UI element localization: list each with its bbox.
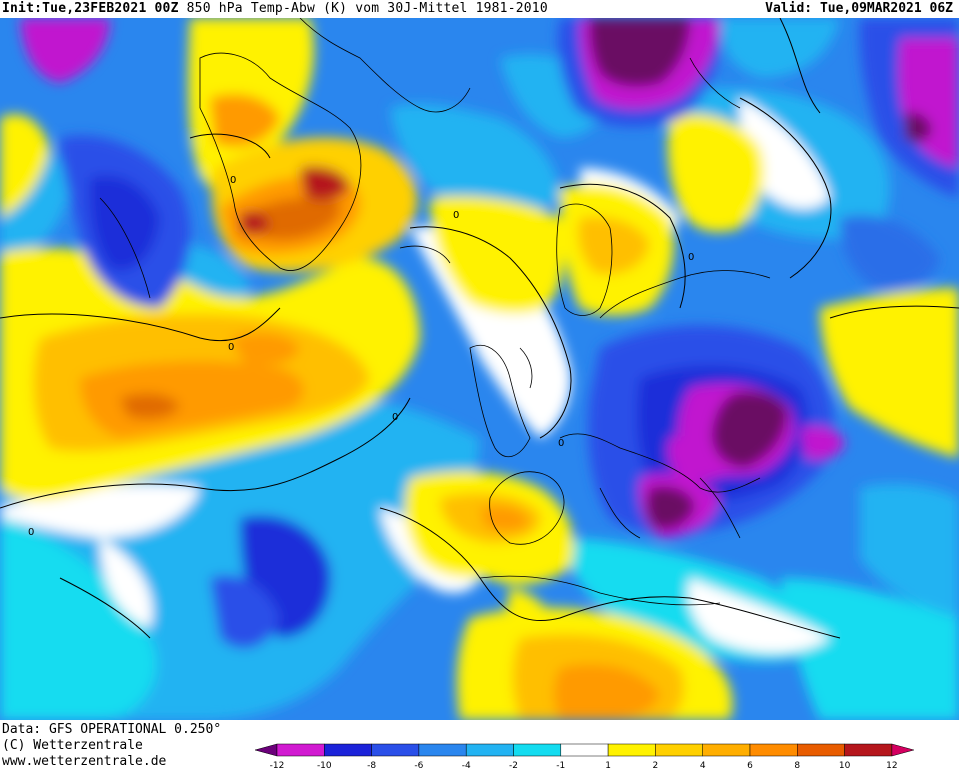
legend-tick-label: 8 <box>794 761 800 771</box>
init-label: Init: <box>2 1 43 16</box>
legend-tick-label: -1 <box>556 761 565 771</box>
header-init-and-product: Init:Tue,23FEB2021 00Z 850 hPa Temp-Abw … <box>2 1 548 16</box>
legend-tick-label: -6 <box>414 761 423 771</box>
contour-label: 0 <box>28 527 34 538</box>
contour-label: 0 <box>392 412 398 423</box>
legend-tick-label: 4 <box>700 761 706 771</box>
website-text: www.wetterzentrale.de <box>2 754 167 769</box>
contour-label: 0 <box>453 210 459 221</box>
legend-swatch <box>465 743 514 757</box>
legend-tick-label: 6 <box>747 761 753 771</box>
color-scale-legend: -12 -10 -8 -6 -4 -2 -1 1 2 4 6 8 10 12 <box>255 743 915 771</box>
legend-tick-label: -8 <box>367 761 376 771</box>
zero-contours <box>0 18 959 639</box>
legend-tick-labels: -12 -10 -8 -6 -4 -2 -1 1 2 4 6 8 10 12 <box>270 761 898 771</box>
legend-tick-label: -12 <box>270 761 285 771</box>
legend-tick-label: -4 <box>462 761 471 771</box>
legend-tick-label: 2 <box>653 761 659 771</box>
legend-swatch <box>844 743 893 757</box>
coastlines <box>99 18 771 606</box>
init-value: Tue,23FEB2021 00Z <box>42 1 179 16</box>
anomaly-field <box>0 18 959 720</box>
legend-swatch <box>560 743 609 757</box>
product-title: 850 hPa Temp-Abw (K) vom 30J-Mittel 1981… <box>186 1 548 16</box>
contour-label: 0 <box>688 252 694 263</box>
map-canvas: 0 0 0 0 0 0 0 <box>0 18 959 720</box>
temperature-anomaly-map: 0 0 0 0 0 0 0 <box>0 18 959 720</box>
legend-swatch <box>324 743 372 757</box>
legend-swatch <box>749 743 798 757</box>
valid-value: Tue,09MAR2021 06Z <box>819 1 953 16</box>
contour-labels: 0 0 0 0 0 0 0 <box>28 175 694 538</box>
contour-label: 0 <box>558 438 564 449</box>
legend-high-arrow <box>891 743 915 757</box>
contour-label: 0 <box>230 175 236 186</box>
footer-bar: Data: GFS OPERATIONAL 0.250° (C) Wetterz… <box>0 720 959 775</box>
header-bar: Init:Tue,23FEB2021 00Z 850 hPa Temp-Abw … <box>0 0 959 18</box>
copyright-text: (C) Wetterzentrale <box>2 738 143 753</box>
legend-tick-label: 12 <box>886 761 897 771</box>
legend-swatch <box>276 743 325 757</box>
legend-tick-label: -10 <box>317 761 332 771</box>
legend-swatch <box>702 743 751 757</box>
header-valid-time: Valid: Tue,09MAR2021 06Z <box>765 1 953 16</box>
valid-label: Valid: <box>765 1 813 16</box>
legend-swatch <box>513 743 562 757</box>
legend-swatches <box>255 743 915 757</box>
legend-swatch <box>607 743 656 757</box>
legend-low-arrow <box>255 743 278 757</box>
data-source-text: Data: GFS OPERATIONAL 0.250° <box>2 722 222 737</box>
legend-swatch <box>655 743 703 757</box>
legend-swatch <box>797 743 845 757</box>
legend-swatch <box>371 743 420 757</box>
contour-label: 0 <box>228 342 234 353</box>
legend-tick-label: 1 <box>605 761 611 771</box>
legend-tick-label: 10 <box>839 761 851 771</box>
legend-tick-label: -2 <box>509 761 518 771</box>
legend-swatch <box>418 743 467 757</box>
